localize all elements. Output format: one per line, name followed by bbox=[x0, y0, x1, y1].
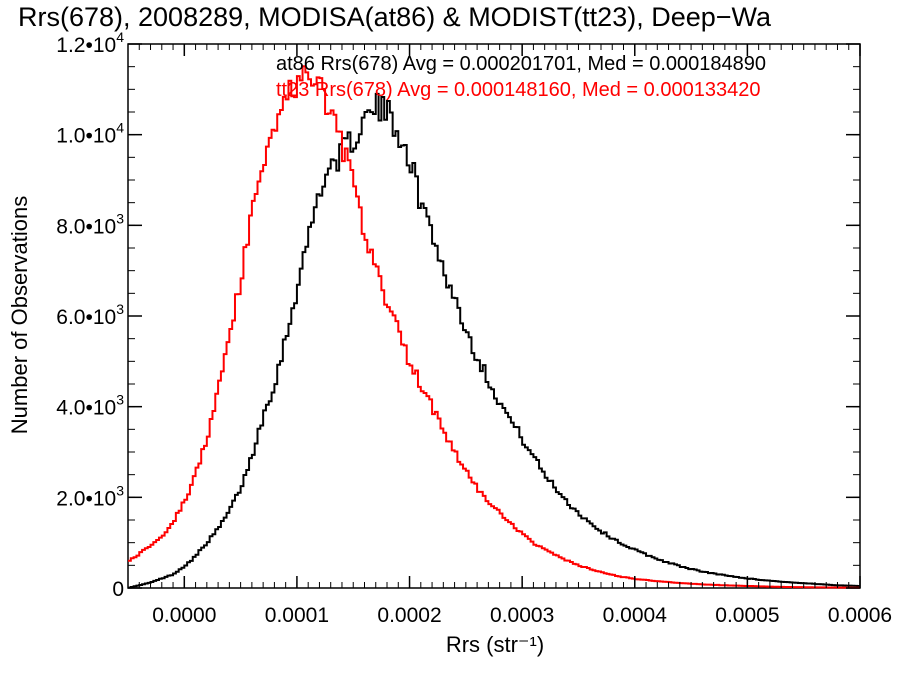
y-axis-label: Number of Observations bbox=[7, 196, 32, 434]
legend: at86 Rrs(678) Avg = 0.000201701, Med = 0… bbox=[276, 53, 766, 101]
y-tick-mantissa: 2.0•10 bbox=[56, 487, 116, 510]
x-tick-label: 0.0004 bbox=[603, 604, 668, 627]
x-tick-label: 0.0002 bbox=[377, 604, 441, 627]
y-tick-mantissa: 1.0•10 bbox=[56, 125, 116, 148]
y-axis-label-group: Number of Observations bbox=[7, 196, 32, 434]
y-tick-exponent: 4 bbox=[116, 120, 124, 136]
y-tick-label: 6.0•103 bbox=[56, 301, 124, 329]
x-tick-label: 0.0006 bbox=[828, 604, 892, 627]
y-tick-mantissa: 6.0•10 bbox=[56, 306, 116, 329]
y-tick-exponent: 3 bbox=[116, 482, 124, 498]
y-tick-exponent: 3 bbox=[116, 392, 124, 408]
y-tick-label: 4.0•103 bbox=[56, 392, 124, 420]
y-tick-label: 1.2•104 bbox=[56, 29, 124, 57]
x-tick-label: 0.0005 bbox=[715, 604, 779, 627]
x-tick-label: 0.0003 bbox=[490, 604, 554, 627]
x-tick-label: 0.0000 bbox=[152, 604, 216, 627]
y-tick-mantissa: 8.0•10 bbox=[56, 215, 116, 238]
x-axis-label: Rrs (str⁻¹) bbox=[446, 632, 544, 657]
x-tick-label: 0.0001 bbox=[265, 604, 329, 627]
y-tick-label: 0 bbox=[112, 578, 124, 601]
y-tick-mantissa: 1.2•10 bbox=[56, 34, 116, 57]
y-tick-exponent: 3 bbox=[116, 301, 124, 317]
y-tick-label: 2.0•103 bbox=[56, 482, 124, 510]
series-at86-line bbox=[128, 92, 860, 589]
chart-title: Rrs(678), 2008289, MODISA(at86) & MODIST… bbox=[18, 2, 772, 32]
y-tick-label: 1.0•104 bbox=[56, 120, 124, 148]
y-tick-mantissa: 4.0•10 bbox=[56, 397, 116, 420]
series-tt23-line bbox=[128, 65, 860, 589]
y-tick-exponent: 3 bbox=[116, 210, 124, 226]
legend-entry-tt23: tt23 Rrs(678) Avg = 0.000148160, Med = 0… bbox=[276, 79, 760, 101]
y-tick-exponent: 4 bbox=[116, 29, 124, 45]
y-tick-mantissa: 0 bbox=[112, 578, 124, 601]
ticks-layer: 0.0000 0.0001 0.0002 0.0003 0.0004 0.0005 0.00… bbox=[56, 29, 892, 627]
y-tick-label: 8.0•103 bbox=[56, 210, 124, 238]
legend-entry-at86: at86 Rrs(678) Avg = 0.000201701, Med = 0… bbox=[276, 53, 766, 75]
plot-layer bbox=[127, 43, 861, 589]
